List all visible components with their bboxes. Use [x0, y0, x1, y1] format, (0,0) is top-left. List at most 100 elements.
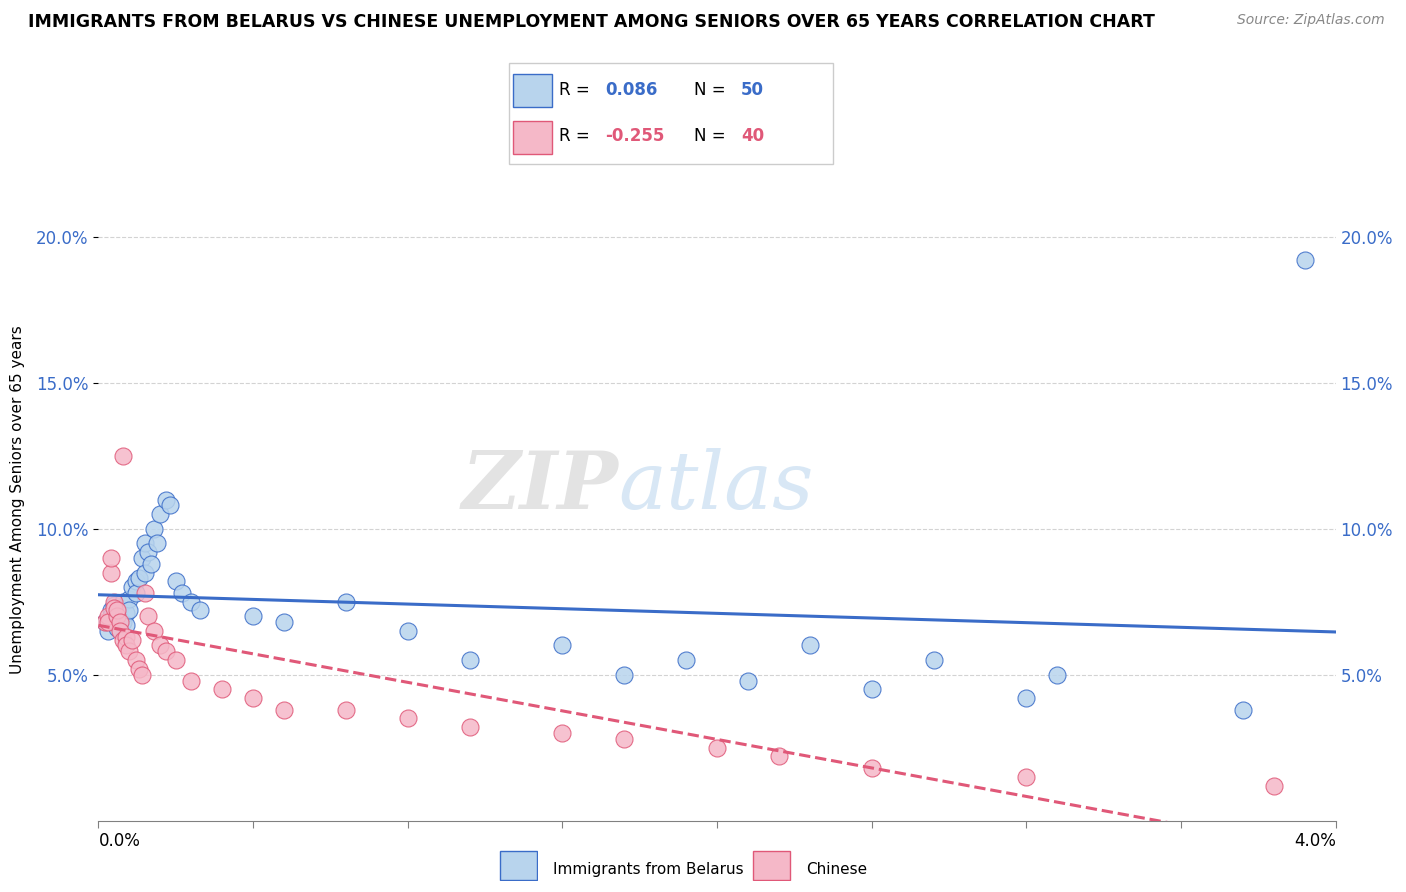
Point	[118, 603, 141, 617]
Point	[131, 550, 153, 565]
Point	[112, 632, 135, 647]
Point	[155, 492, 177, 507]
Point	[118, 591, 141, 606]
Text: -0.255: -0.255	[605, 128, 665, 145]
Text: Immigrants from Belarus: Immigrants from Belarus	[553, 863, 744, 877]
Point	[100, 566, 122, 580]
Point	[242, 691, 264, 706]
Point	[124, 653, 146, 667]
Point	[242, 609, 264, 624]
Point	[143, 624, 166, 638]
Point	[170, 586, 193, 600]
Point	[97, 624, 120, 638]
Point	[112, 449, 135, 463]
Point	[118, 644, 141, 658]
Point	[149, 507, 172, 521]
FancyBboxPatch shape	[501, 851, 537, 880]
Point	[97, 609, 120, 624]
Point	[551, 639, 574, 653]
Point	[124, 574, 146, 589]
Point	[128, 662, 150, 676]
Point	[768, 749, 790, 764]
Text: Source: ZipAtlas.com: Source: ZipAtlas.com	[1237, 13, 1385, 28]
Point	[121, 632, 143, 647]
Point	[100, 603, 122, 617]
Text: 40: 40	[741, 128, 763, 145]
Point	[115, 630, 138, 644]
Point	[180, 673, 202, 688]
Point	[551, 726, 574, 740]
Y-axis label: Unemployment Among Seniors over 65 years: Unemployment Among Seniors over 65 years	[10, 326, 25, 673]
Point	[737, 673, 759, 688]
Text: N =: N =	[695, 128, 731, 145]
Point	[128, 571, 150, 585]
Point	[211, 682, 233, 697]
Point	[143, 522, 166, 536]
Point	[93, 615, 115, 629]
Point	[105, 603, 128, 617]
Text: R =: R =	[560, 128, 595, 145]
Point	[1232, 703, 1254, 717]
Point	[108, 600, 131, 615]
Point	[136, 545, 159, 559]
Point	[149, 639, 172, 653]
Text: atlas: atlas	[619, 448, 814, 525]
FancyBboxPatch shape	[509, 63, 834, 164]
Point	[165, 653, 187, 667]
Point	[131, 667, 153, 681]
Point	[799, 639, 821, 653]
Text: 0.0%: 0.0%	[98, 832, 141, 850]
Point	[675, 653, 697, 667]
Point	[134, 566, 156, 580]
Point	[93, 615, 115, 629]
Point	[100, 609, 122, 624]
Point	[335, 595, 357, 609]
Point	[159, 499, 181, 513]
Point	[273, 615, 295, 629]
Point	[103, 595, 125, 609]
Point	[105, 607, 128, 621]
Point	[860, 761, 883, 775]
Point	[112, 615, 135, 629]
Point	[103, 598, 125, 612]
Text: 50: 50	[741, 81, 763, 99]
Point	[108, 612, 131, 626]
Text: ZIP: ZIP	[461, 448, 619, 525]
Point	[1015, 691, 1038, 706]
Text: 0.086: 0.086	[605, 81, 658, 99]
Point	[112, 595, 135, 609]
Point	[146, 536, 169, 550]
FancyBboxPatch shape	[513, 121, 553, 153]
Point	[134, 586, 156, 600]
Point	[1046, 667, 1069, 681]
Point	[105, 621, 128, 635]
Point	[97, 615, 120, 629]
Point	[121, 580, 143, 594]
FancyBboxPatch shape	[513, 74, 553, 106]
Point	[100, 550, 122, 565]
Text: 4.0%: 4.0%	[1294, 832, 1336, 850]
Point	[1015, 770, 1038, 784]
Point	[136, 609, 159, 624]
FancyBboxPatch shape	[754, 851, 790, 880]
Point	[1263, 779, 1285, 793]
Point	[922, 653, 945, 667]
Point	[108, 624, 131, 638]
Point	[124, 586, 146, 600]
Point	[613, 667, 636, 681]
Point	[180, 595, 202, 609]
Point	[115, 639, 138, 653]
Text: IMMIGRANTS FROM BELARUS VS CHINESE UNEMPLOYMENT AMONG SENIORS OVER 65 YEARS CORR: IMMIGRANTS FROM BELARUS VS CHINESE UNEMP…	[28, 13, 1154, 31]
Point	[396, 711, 419, 725]
Point	[458, 653, 481, 667]
Text: N =: N =	[695, 81, 731, 99]
Point	[139, 557, 162, 571]
Point	[396, 624, 419, 638]
Point	[155, 644, 177, 658]
Point	[273, 703, 295, 717]
Point	[335, 703, 357, 717]
Point	[115, 607, 138, 621]
Point	[458, 720, 481, 734]
Point	[115, 618, 138, 632]
Point	[105, 609, 128, 624]
